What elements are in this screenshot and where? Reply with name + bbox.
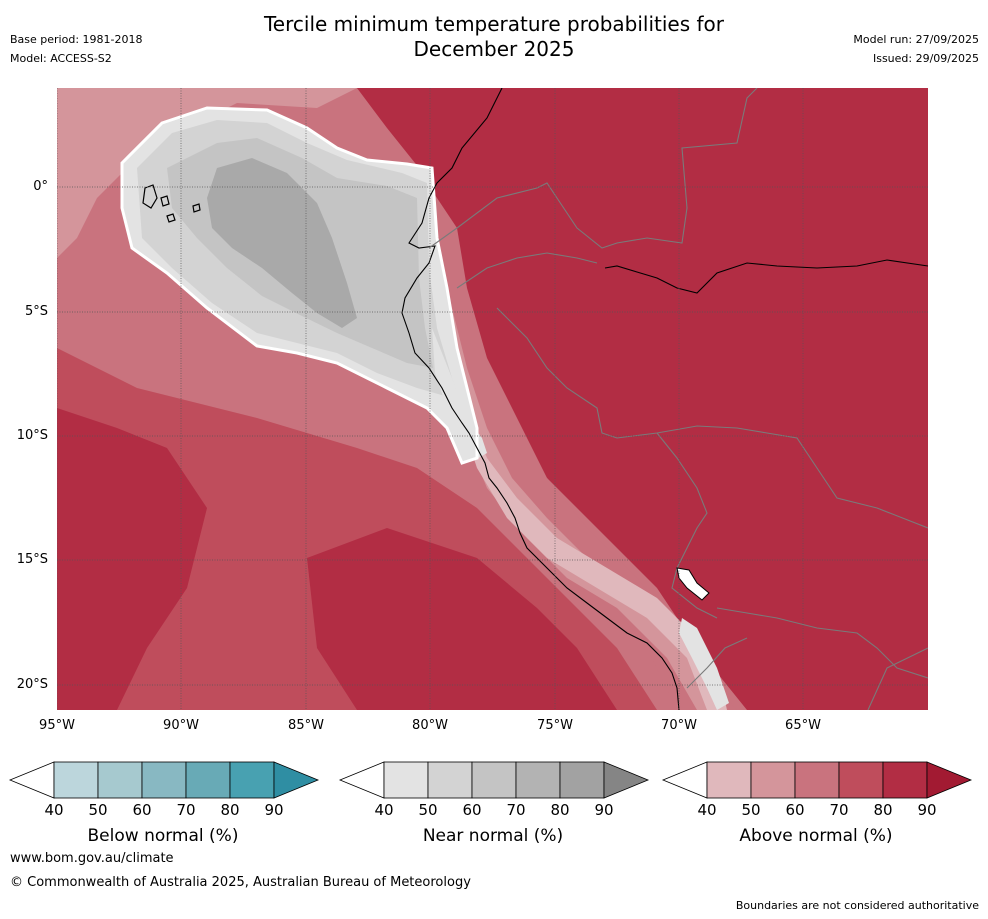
colorbar-segment	[706, 761, 752, 799]
ocean-above-50-60	[57, 88, 357, 258]
ocean-above-80-90-south	[57, 408, 207, 710]
cb1-tick-80: 80	[550, 801, 570, 819]
cb0-tick-90: 90	[264, 801, 284, 819]
lon-label-80w: 80°W	[412, 718, 448, 733]
lon-label-90w: 90°W	[163, 718, 199, 733]
coast-above-60-70	[407, 168, 737, 710]
model-name: Model: ACCESS-S2	[10, 52, 112, 65]
lat-label-0: 0°	[33, 179, 48, 194]
colorbar-below-normal	[8, 761, 320, 799]
coastline-caribbean	[604, 259, 928, 294]
colorbar-segment	[383, 761, 429, 799]
cb2-tick-40: 40	[697, 801, 717, 819]
cb2-tick-90: 90	[917, 801, 937, 819]
cb2-tick-50: 50	[741, 801, 761, 819]
cb2-tick-80: 80	[873, 801, 893, 819]
graticule	[57, 88, 928, 710]
coast-near-normal-strip	[432, 328, 487, 460]
lake-titicaca	[676, 567, 710, 601]
colorbar-extend-low	[338, 761, 385, 799]
probability-map	[57, 88, 928, 710]
ocean-above-80-90-mid	[307, 528, 617, 710]
colorbar-segment	[141, 761, 187, 799]
colorbar-segment	[559, 761, 605, 799]
cb1-tick-50: 50	[418, 801, 438, 819]
cb1-tick-90: 90	[594, 801, 614, 819]
cb2-tick-60: 60	[785, 801, 805, 819]
colorbar-extend-low	[661, 761, 708, 799]
near-normal-boundary	[120, 106, 479, 465]
lat-label-10s: 10°S	[16, 428, 48, 443]
base-period: Base period: 1981-2018	[10, 33, 143, 46]
lon-label-70w: 70°W	[661, 718, 697, 733]
copyright: © Commonwealth of Australia 2025, Austra…	[10, 875, 471, 890]
galapagos-islands	[142, 184, 201, 223]
cb1-tick-60: 60	[462, 801, 482, 819]
model-run: Model run: 27/09/2025	[853, 33, 979, 46]
lat-label-5s: 5°S	[24, 304, 48, 319]
colorbar-label-below: Below normal (%)	[87, 826, 239, 846]
colorbar-segment	[427, 761, 473, 799]
website-link[interactable]: www.bom.gov.au/climate	[10, 851, 174, 866]
colorbar-above-normal	[661, 761, 973, 799]
colorbar-segment	[750, 761, 796, 799]
colorbar-extend-high	[926, 761, 973, 799]
lon-label-95w: 95°W	[39, 718, 75, 733]
colorbar-label-near: Near normal (%)	[422, 826, 564, 846]
colorbar-label-above: Above normal (%)	[739, 826, 893, 846]
colorbar-segment	[794, 761, 840, 799]
ocean-near-normal-70-80	[207, 158, 357, 328]
metadata-left: Base period: 1981-2018 Model: ACCESS-S2	[10, 30, 142, 68]
issued-date: Issued: 29/09/2025	[872, 52, 979, 65]
colorbar-segment	[838, 761, 884, 799]
coast-near-normal-south	[679, 618, 729, 710]
colorbar-segment	[515, 761, 561, 799]
colorbar-segment	[185, 761, 231, 799]
colorbar-segment	[471, 761, 517, 799]
coast-above-40-50	[437, 288, 727, 710]
lon-label-75w: 75°W	[537, 718, 573, 733]
cb1-tick-70: 70	[506, 801, 526, 819]
colorbar-extend-high	[273, 761, 320, 799]
coastline	[401, 88, 680, 710]
colorbar-segment	[229, 761, 275, 799]
cb0-tick-50: 50	[88, 801, 108, 819]
colorbar-segment	[882, 761, 928, 799]
colorbar-extend-high	[603, 761, 650, 799]
colorbar-segment	[53, 761, 99, 799]
map-title: Tercile minimum temperature probabilitie…	[0, 12, 988, 62]
land-above-80-90-north	[357, 88, 928, 710]
country-boundaries	[428, 88, 928, 710]
lon-label-85w: 85°W	[288, 718, 324, 733]
boundary-disclaimer: Boundaries are not considered authoritat…	[735, 899, 979, 912]
cb0-tick-70: 70	[176, 801, 196, 819]
cb1-tick-40: 40	[374, 801, 394, 819]
metadata-right: Model run: 27/09/2025 Issued: 29/09/2025	[853, 30, 979, 68]
cb0-tick-80: 80	[220, 801, 240, 819]
colorbar-segment	[97, 761, 143, 799]
cb2-tick-70: 70	[829, 801, 849, 819]
title-line-2: December 2025	[413, 37, 575, 61]
title-line-1: Tercile minimum temperature probabilitie…	[263, 12, 725, 36]
colorbar-extend-low	[8, 761, 55, 799]
lat-label-15s: 15°S	[16, 552, 48, 567]
lat-label-20s: 20°S	[16, 677, 48, 692]
lon-label-65w: 65°W	[785, 718, 821, 733]
cb0-tick-40: 40	[44, 801, 64, 819]
cb0-tick-60: 60	[132, 801, 152, 819]
colorbar-near-normal	[338, 761, 650, 799]
colorbars	[8, 761, 973, 799]
